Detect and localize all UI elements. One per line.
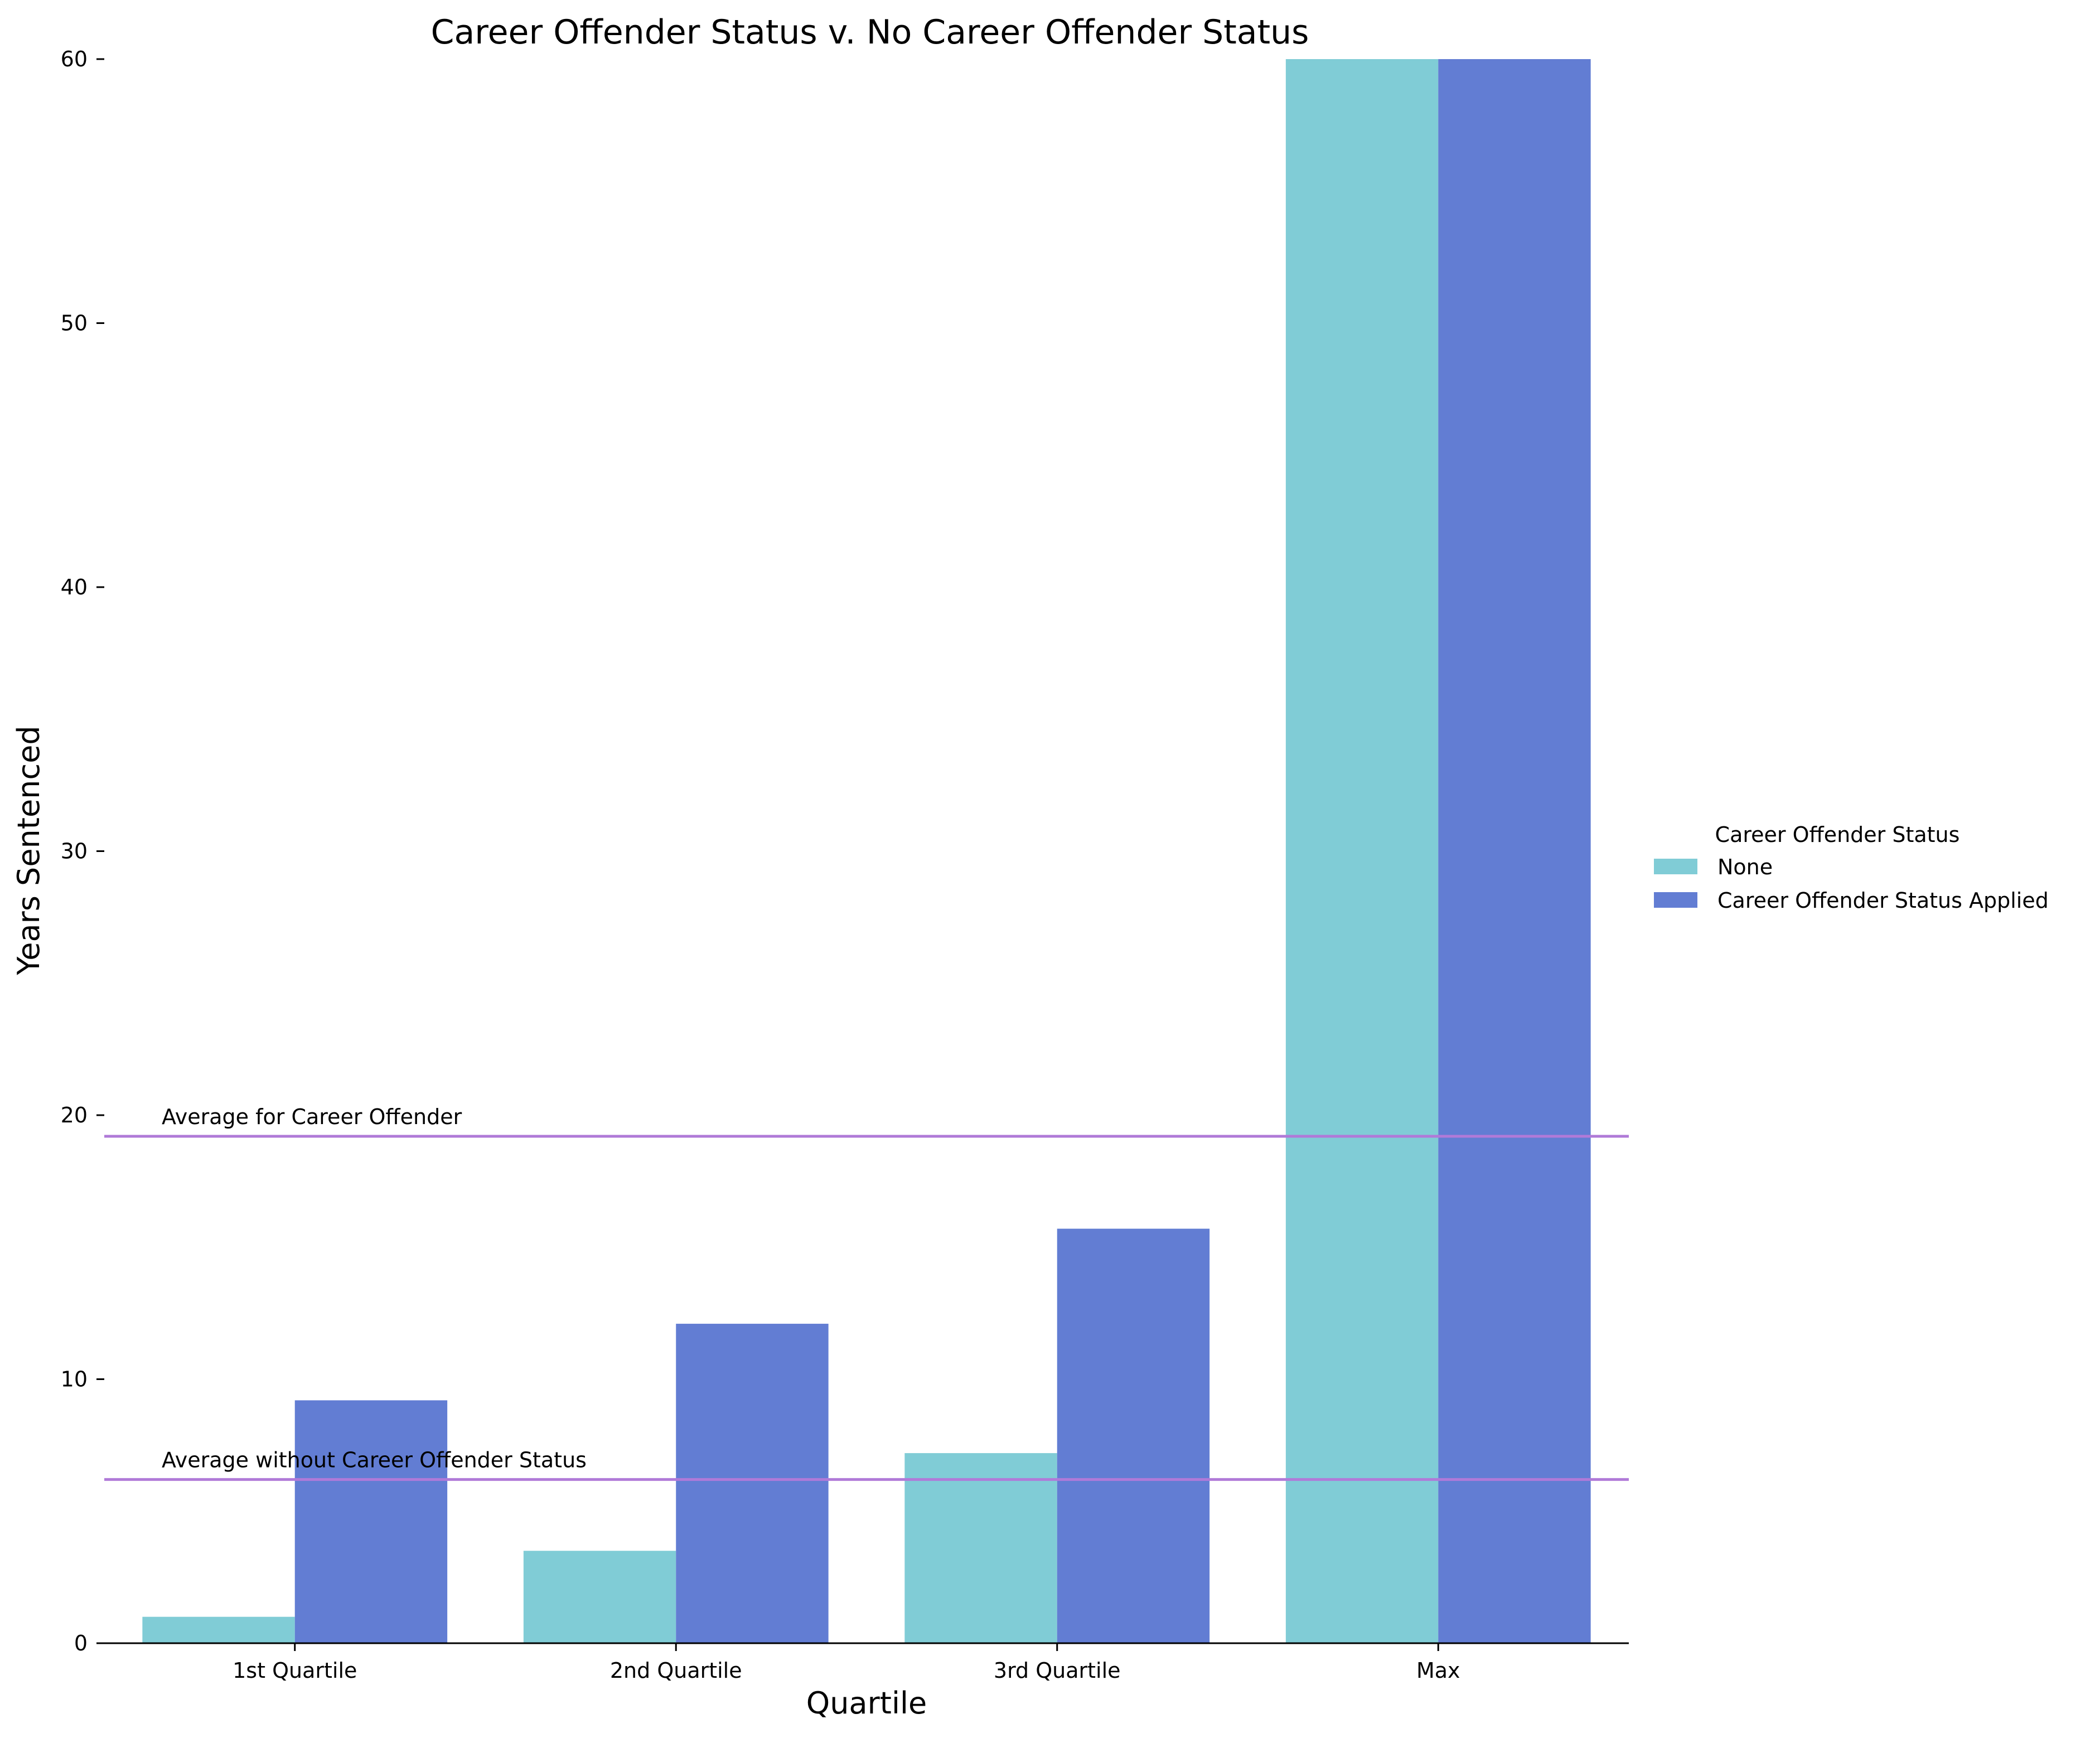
x-axis-title: Quartile: [806, 1686, 927, 1721]
y-tick-label-50: 50: [61, 311, 88, 336]
legend-title: Career Offender Status: [1715, 822, 1960, 847]
reference-label-average-without-career-offender-status: Average without Career Offender Status: [162, 1447, 587, 1472]
reference-lines-group: Average for Career Offender Average witho…: [104, 1105, 1629, 1481]
x-tick-label-3rd-quartile: 3rd Quartile: [994, 1658, 1121, 1683]
bars-group: [142, 59, 1591, 1643]
y-tick-label-20: 20: [61, 1103, 88, 1127]
plot-area: Average for Career Offender Average witho…: [61, 47, 1629, 1683]
legend-swatch-none: [1654, 859, 1697, 874]
x-tick-label-1st-quartile: 1st Quartile: [233, 1658, 357, 1683]
bar-none-1st-quartile: [142, 1616, 295, 1643]
bar-none-2nd-quartile: [523, 1551, 676, 1643]
chart-title: Career Offender Status v. No Career Offe…: [431, 13, 1309, 52]
bar-none-3rd-quartile: [904, 1453, 1057, 1643]
legend-label-none: None: [1717, 855, 1773, 879]
y-tick-label-0: 0: [74, 1631, 88, 1655]
bar-career-offender-status-applied-2nd-quartile: [676, 1324, 829, 1643]
y-tick-label-10: 10: [61, 1367, 88, 1392]
legend-label-career-offender: Career Offender Status Applied: [1717, 888, 2049, 913]
y-tick-label-60: 60: [61, 47, 88, 71]
bar-career-offender-status-applied-3rd-quartile: [1057, 1228, 1210, 1643]
bar-career-offender-status-applied-1st-quartile: [294, 1400, 448, 1643]
legend-swatch-career-offender: [1654, 892, 1697, 908]
bar-career-offender-status-applied-max: [1438, 59, 1591, 1643]
bar-none-max: [1285, 59, 1439, 1643]
reference-label-average-for-career-offender: Average for Career Offender: [162, 1105, 462, 1129]
x-tick-label-2nd-quartile: 2nd Quartile: [610, 1658, 742, 1683]
x-ticks-group: 1st Quartile 2nd Quartile 3rd Quartile Max: [233, 1643, 1460, 1683]
y-tick-label-30: 30: [61, 839, 88, 864]
y-ticks-group: 0 10 20 30 40 50 60: [61, 47, 104, 1655]
y-tick-label-40: 40: [61, 575, 88, 599]
legend: Career Offender Status None Career Offen…: [1654, 822, 2049, 913]
y-axis-title: Years Sentenced: [11, 725, 46, 975]
x-tick-label-max: Max: [1416, 1658, 1460, 1683]
